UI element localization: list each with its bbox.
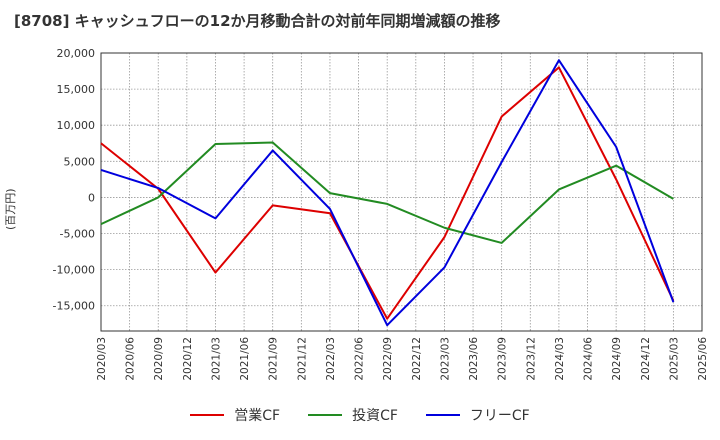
legend-label: 営業CF: [234, 408, 281, 424]
chart-title: [8708] キャッシュフローの12か月移動合計の対前年同期増減額の推移: [14, 12, 501, 30]
y-tick-label: -15,000: [53, 300, 95, 313]
x-tick-label: 2021/06: [239, 337, 251, 381]
y-tick-label: 0: [88, 191, 95, 204]
y-tick-label: 10,000: [57, 119, 96, 132]
x-tick-label: 2022/09: [382, 337, 394, 381]
series-line-フリーCF: [100, 59, 675, 327]
y-tick-label: -5,000: [60, 228, 95, 241]
x-tick-label: 2021/03: [210, 337, 222, 381]
x-tick-label: 2022/12: [411, 337, 423, 381]
x-tick-label: 2021/12: [296, 337, 308, 381]
legend-swatch: [308, 414, 343, 416]
x-tick-label: 2024/12: [640, 337, 652, 381]
legend-item: 投資CF: [308, 405, 398, 425]
x-tick-label: 2023/03: [439, 337, 451, 381]
x-tick-label: 2023/06: [468, 337, 480, 381]
series-line-営業CF: [100, 66, 675, 320]
x-tick-label: 2022/03: [325, 337, 337, 381]
legend-item: フリーCF: [425, 405, 530, 425]
legend-swatch: [425, 414, 460, 416]
y-tick-label: -10,000: [53, 264, 95, 277]
plot-frame: [100, 52, 703, 332]
x-tick-label: 2024/03: [554, 337, 566, 381]
x-tick-label: 2023/12: [525, 337, 537, 381]
y-tick-label: 15,000: [57, 83, 96, 96]
x-tick-label: 2021/09: [268, 337, 280, 381]
x-tick-label: 2020/03: [96, 337, 108, 381]
x-tick-label: 2024/06: [583, 337, 595, 381]
x-tick-label: 2025/06: [697, 337, 709, 381]
series-line-投資CF: [100, 141, 674, 244]
y-tick-label: 20,000: [57, 47, 96, 60]
x-tick-label: 2023/09: [497, 337, 509, 381]
x-tick-label: 2020/06: [125, 337, 137, 381]
legend-item: 営業CF: [190, 405, 280, 425]
plot-area: [101, 53, 702, 331]
x-tick-label: 2020/12: [182, 337, 194, 381]
x-tick-label: 2022/06: [354, 337, 366, 381]
legend-swatch: [190, 414, 225, 416]
x-tick-label: 2024/09: [611, 337, 623, 381]
legend: 営業CF 投資CF フリーCF: [0, 404, 720, 425]
x-tick-label: 2020/09: [153, 337, 165, 381]
y-tick-label: 5,000: [64, 155, 96, 168]
x-tick-label: 2025/03: [668, 337, 680, 381]
legend-label: フリーCF: [469, 408, 530, 424]
legend-label: 投資CF: [352, 408, 398, 424]
